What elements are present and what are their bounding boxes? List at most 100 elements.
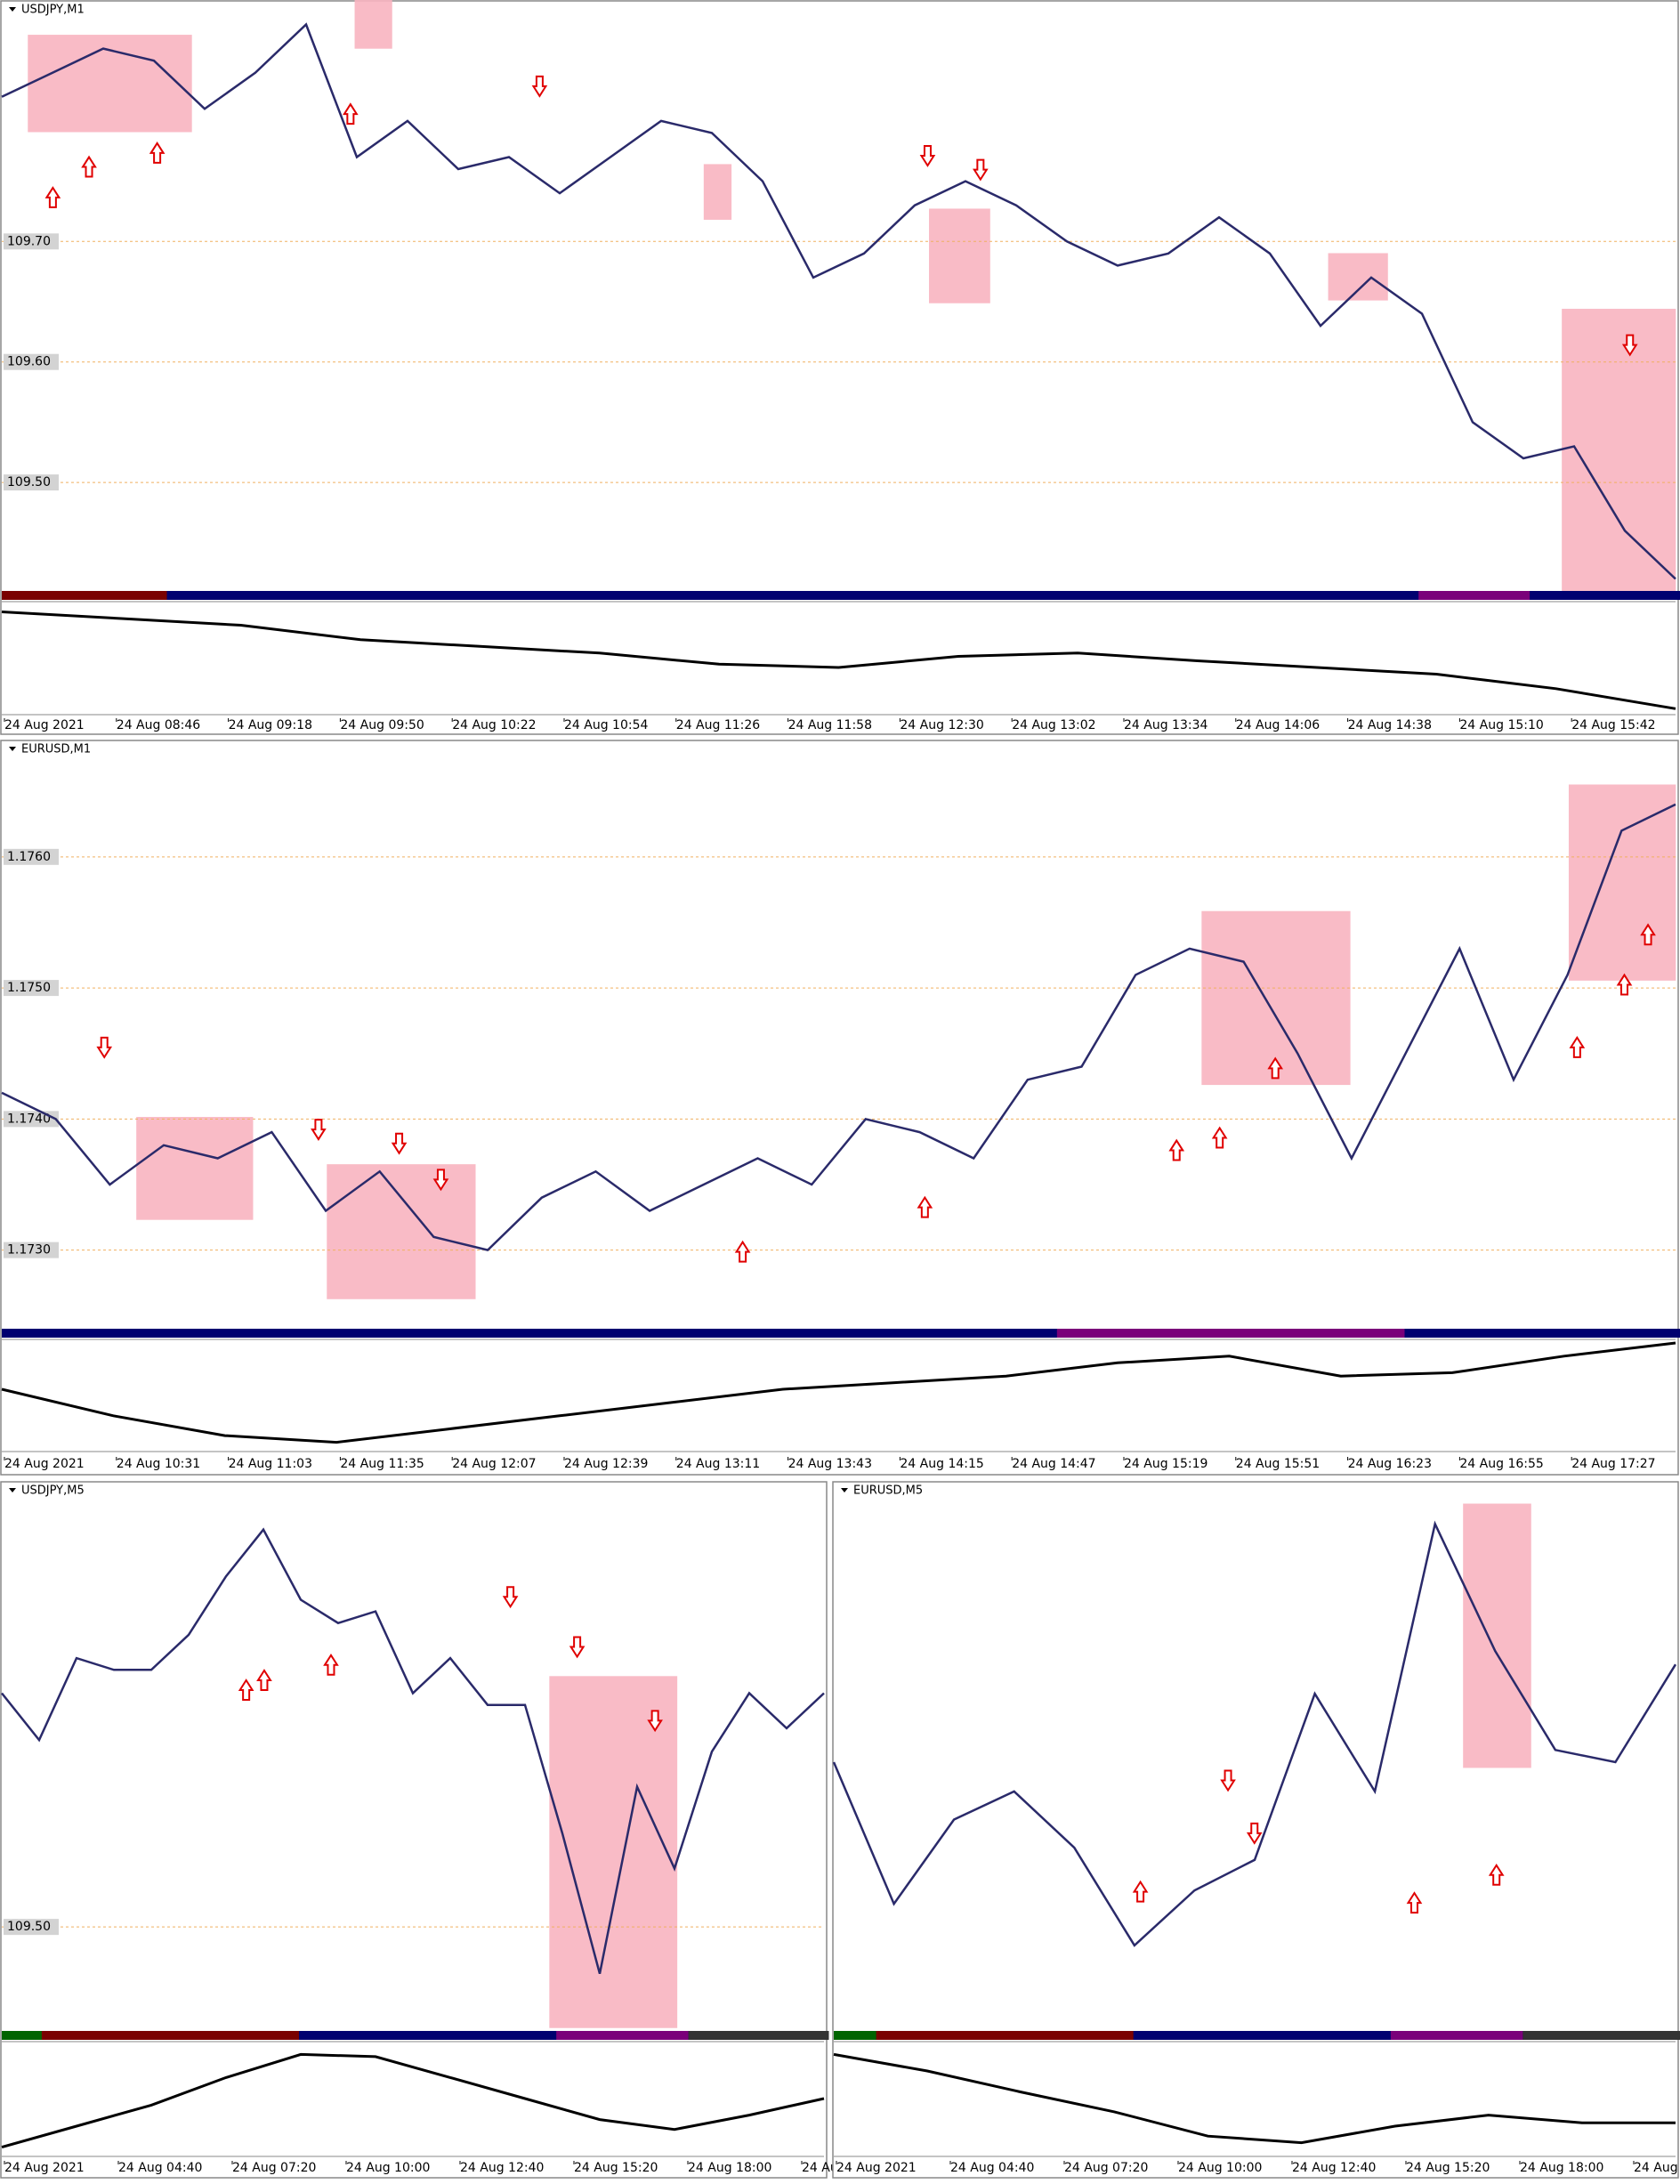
time-strip-segment <box>556 2031 689 2040</box>
price-label: 1.1740 <box>7 1112 51 1126</box>
price-label-bg <box>4 980 59 997</box>
buy-arrow <box>343 102 359 125</box>
x-tick-label: 24 Aug 09:18 <box>229 718 312 732</box>
x-tick-label: 24 Aug 11:26 <box>676 718 760 732</box>
buy-arrow <box>1168 1138 1185 1161</box>
x-tick-label: 24 Aug 13:11 <box>676 1457 760 1471</box>
x-tick-label: 24 Aug 16:23 <box>1348 1457 1432 1471</box>
buy-arrow <box>1616 973 1633 996</box>
sell-arrow <box>502 1586 519 1609</box>
x-tick-label: 24 Aug 11:58 <box>788 718 872 732</box>
buy-arrow <box>238 1678 254 1701</box>
price-line <box>1 803 1676 1251</box>
sell-arrow <box>311 1119 327 1141</box>
x-tick-label: 24 Aug 10:31 <box>117 1457 200 1471</box>
signal-zone <box>1328 253 1388 301</box>
x-tick-label: 24 Aug 15:20 <box>1406 2161 1490 2175</box>
x-tick-label: 24 Aug 2021 <box>4 2161 85 2175</box>
price-label: 109.50 <box>7 1920 51 1934</box>
sell-arrow <box>1220 1769 1236 1792</box>
x-tick-label: 24 Aug 13:34 <box>1124 718 1208 732</box>
oscillator-line <box>1 611 1676 710</box>
time-strip-segment <box>2 2031 44 2040</box>
x-tick-label: 24 Aug 15:20 <box>574 2161 658 2175</box>
x-tick-label: 24 Aug 04:40 <box>118 2161 202 2175</box>
sell-arrow <box>569 1636 586 1659</box>
signal-zone <box>327 1164 476 1299</box>
x-tick-label: 24 Aug 16:55 <box>1459 1457 1543 1471</box>
x-tick-label: 24 Aug 13:02 <box>1012 718 1095 732</box>
price-line <box>1 22 1676 580</box>
signal-zone <box>1201 910 1351 1086</box>
signal-zone <box>1463 1503 1531 1768</box>
x-tick-label: 24 Aug 12:07 <box>452 1457 536 1471</box>
time-strip-segment <box>2 591 169 600</box>
x-tick-label: 24 Aug 07:20 <box>1064 2161 1148 2175</box>
price-label-bg <box>4 1111 59 1128</box>
oscillator-line <box>1 2052 825 2149</box>
x-tick-label: 24 Aug 13:43 <box>788 1457 872 1471</box>
sell-arrow <box>432 1169 449 1192</box>
price-label: 1.1750 <box>7 981 51 995</box>
price-label: 109.60 <box>7 355 51 369</box>
price-label: 1.1760 <box>7 850 51 864</box>
x-tick-label: 24 Aug 2021 <box>4 1457 85 1471</box>
chart-frame <box>0 0 1679 735</box>
x-tick-label: 24 Aug 2021 <box>836 2161 917 2175</box>
time-strip-segment <box>1390 2031 1523 2040</box>
time-strip-segment <box>1056 1329 1405 1338</box>
x-tick-label: 24 Aug 14:38 <box>1348 718 1432 732</box>
x-tick-label: 24 Aug 11:35 <box>340 1457 424 1471</box>
x-tick-label: 24 Aug 12:40 <box>460 2161 544 2175</box>
chart-title: EURUSD,M1 <box>21 743 91 756</box>
x-tick-label: 24 Aug 10:00 <box>1178 2161 1262 2175</box>
price-label: 1.1730 <box>7 1243 51 1258</box>
x-tick-label: 24 Aug 15:42 <box>1571 718 1655 732</box>
time-strip-segment <box>1418 591 1531 600</box>
price-label-bg <box>4 233 59 250</box>
time-strip-segment <box>688 2031 829 2040</box>
x-tick-label: 24 Aug 18:00 <box>688 2161 771 2175</box>
x-tick-label: 24 Aug 17:27 <box>1571 1457 1655 1471</box>
time-strip-segment <box>299 2031 557 2040</box>
sell-arrow <box>647 1710 663 1733</box>
sell-arrow <box>1246 1822 1263 1845</box>
signal-zone <box>354 0 392 49</box>
sell-arrow <box>96 1036 113 1059</box>
time-strip-segment <box>834 2031 879 2040</box>
time-strip-segment <box>2 1329 1059 1338</box>
x-tick-label: 24 Aug 07:20 <box>232 2161 316 2175</box>
x-tick-label: 24 Aug 15:19 <box>1124 1457 1208 1471</box>
price-label: 109.50 <box>7 475 51 489</box>
x-tick-label: 24 Aug 11:03 <box>229 1457 312 1471</box>
signal-zone <box>929 208 990 303</box>
buy-arrow <box>1267 1056 1284 1080</box>
price-line <box>1 1527 825 1975</box>
signal-zone <box>1568 784 1676 981</box>
title-marker <box>9 747 16 751</box>
sell-arrow <box>919 145 936 167</box>
chart-frame <box>0 740 1679 1476</box>
chart-title: EURUSD,M5 <box>853 1484 923 1498</box>
x-tick-label: 24 Aug 12:39 <box>564 1457 648 1471</box>
signal-zone <box>549 1676 678 2028</box>
buy-arrow <box>1640 923 1656 946</box>
buy-arrow <box>1132 1880 1149 1903</box>
price-label-bg <box>4 353 59 370</box>
sell-arrow <box>973 158 989 182</box>
buy-arrow <box>1569 1036 1586 1058</box>
price-line <box>832 1520 1677 1947</box>
buy-arrow <box>1211 1126 1228 1149</box>
x-tick-label: 24 Aug 2021 <box>4 718 85 732</box>
x-tick-label: 24 Aug 15:51 <box>1236 1457 1320 1471</box>
x-tick-label: 24 Aug 10:22 <box>452 718 536 732</box>
x-tick-label: 24 Aug 14:15 <box>900 1457 983 1471</box>
price-label: 109.70 <box>7 234 51 248</box>
oscillator-line <box>1 1341 1676 1444</box>
time-strip-segment <box>1404 1329 1680 1338</box>
sell-arrow <box>391 1132 408 1155</box>
time-strip-segment <box>1530 591 1680 600</box>
signal-zone <box>136 1117 254 1220</box>
